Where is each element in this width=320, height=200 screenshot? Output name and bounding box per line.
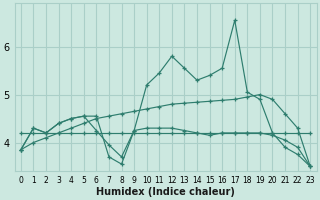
X-axis label: Humidex (Indice chaleur): Humidex (Indice chaleur) [96,187,235,197]
